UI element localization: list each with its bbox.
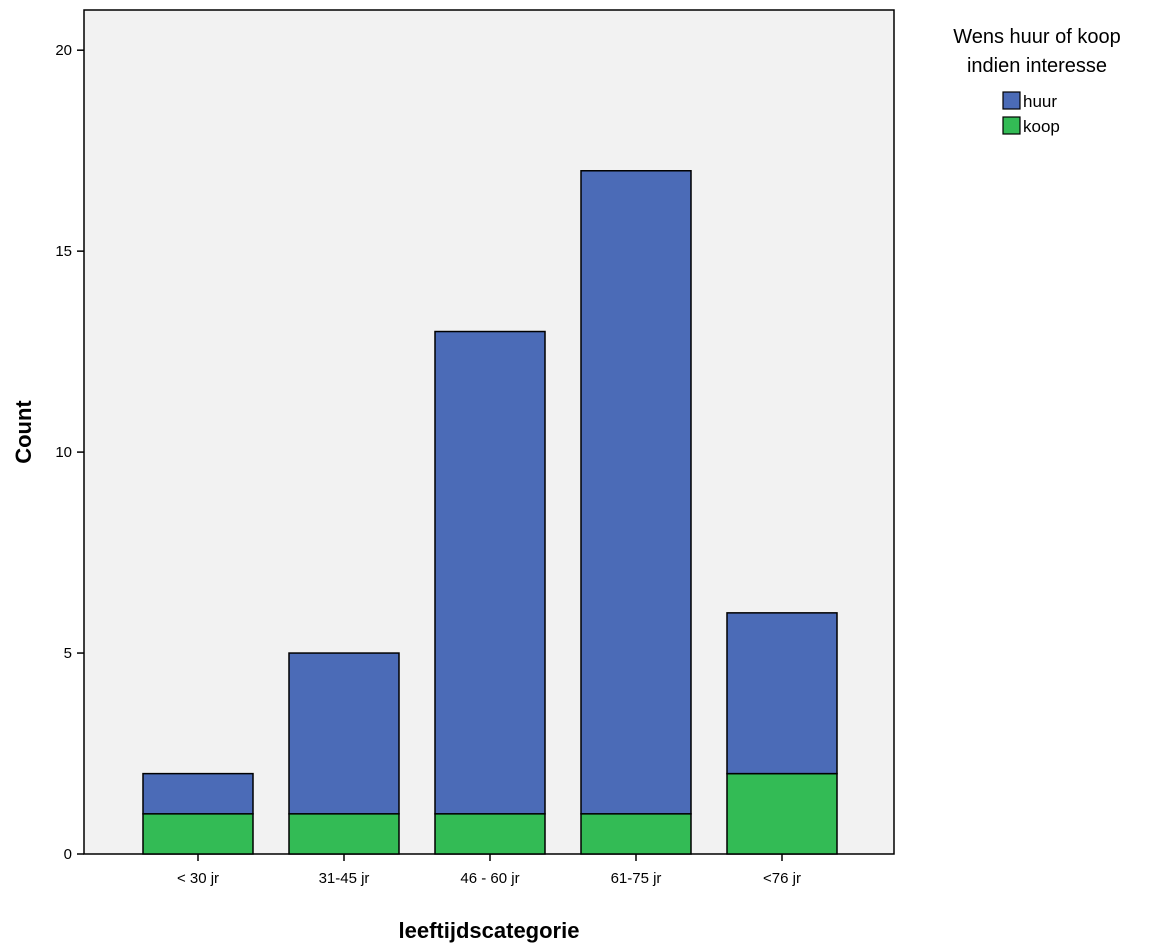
bar-huur [434, 330, 546, 815]
x-tick-label: < 30 jr [177, 870, 219, 887]
legend-label-huur: huur [1023, 92, 1057, 111]
legend-label-koop: koop [1023, 117, 1060, 136]
bar-koop [434, 813, 546, 855]
legend: Wens huur of koop indien interesse huur k… [953, 26, 1121, 136]
y-axis-title: Count [11, 400, 36, 464]
legend-title-line-1: Wens huur of koop [953, 26, 1121, 48]
y-axis: 0 5 10 15 20 [55, 42, 84, 863]
bar-huur [726, 612, 838, 775]
bar-huur [288, 652, 400, 815]
legend-swatch-huur [1002, 91, 1021, 110]
y-tick-label: 5 [64, 645, 72, 662]
x-axis-title: leeftijdscategorie [399, 918, 580, 943]
bars-group [142, 170, 838, 855]
y-tick-label: 0 [64, 846, 72, 863]
legend-swatch-koop [1002, 116, 1021, 135]
bar-huur [580, 170, 692, 815]
x-tick-label: 46 - 60 jr [460, 870, 519, 887]
bar-huur [142, 772, 254, 815]
y-tick-label: 10 [55, 444, 72, 461]
y-tick-label: 15 [55, 243, 72, 260]
y-tick-label: 20 [55, 42, 72, 59]
x-tick-label: 61-75 jr [611, 870, 662, 887]
bar-koop [142, 813, 254, 855]
x-axis: < 30 jr 31-45 jr 46 - 60 jr 61-75 jr <76 jr [177, 854, 801, 887]
x-tick-label: <76 jr [763, 870, 801, 887]
x-tick-label: 31-45 jr [319, 870, 370, 887]
bar-koop [726, 772, 838, 855]
bar-koop [580, 813, 692, 855]
legend-title-line-2: indien interesse [967, 55, 1107, 77]
bar-koop [288, 813, 400, 855]
